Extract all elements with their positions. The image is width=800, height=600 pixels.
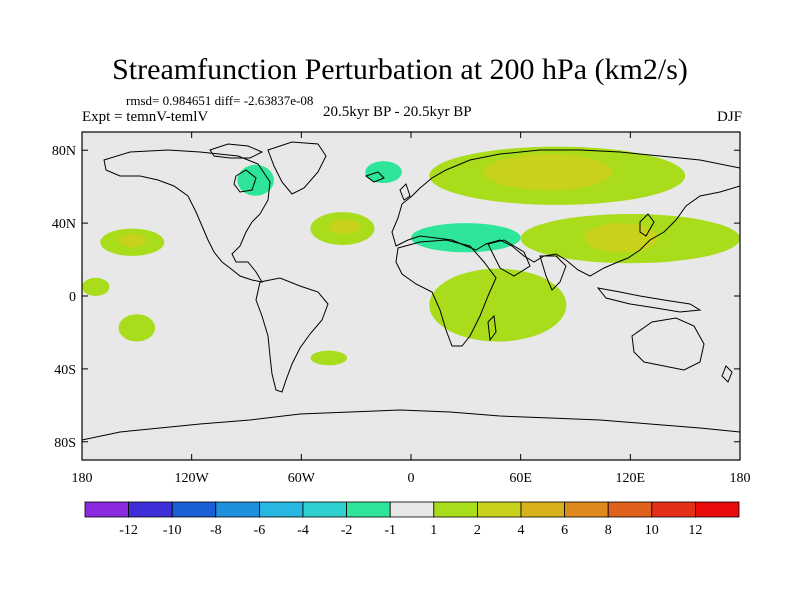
colorbar-label-0: -12 xyxy=(119,523,138,538)
coast-arabia xyxy=(487,239,531,277)
colorbar-swatch-2 xyxy=(171,501,217,518)
period-label: 20.5kyr BP - 20.5kyr BP xyxy=(323,104,472,120)
field-region-22 xyxy=(273,378,311,397)
y-axis: 80N 40N 0 40S 80S xyxy=(52,144,740,451)
coast-antarctica xyxy=(82,409,740,441)
field-region-27 xyxy=(82,195,101,214)
field-region-17 xyxy=(429,268,567,342)
colorbar-swatch-3 xyxy=(215,501,260,518)
colorbar: -12 -10 -8 -6 -4 -2 -1 1 2 4 6 8 10 12 xyxy=(84,501,740,538)
field-region-12 xyxy=(484,153,613,191)
colorbar-label-4: -4 xyxy=(297,523,309,538)
coast-south-america xyxy=(255,277,329,393)
x-tick-label-1: 120W xyxy=(175,471,210,486)
colorbar-swatch-11 xyxy=(564,501,609,518)
y-tick-label-2: 0 xyxy=(69,290,76,305)
colorbar-swatch-12 xyxy=(607,501,653,518)
colorbar-swatch-9 xyxy=(476,501,522,518)
coast-hudson-bay xyxy=(233,169,257,193)
colorbar-swatch-7 xyxy=(389,501,435,518)
x-tick-label-0: 180 xyxy=(72,471,93,486)
colorbar-swatch-8 xyxy=(433,501,478,518)
colorbar-swatch-5 xyxy=(302,501,347,518)
field-region-1 xyxy=(136,146,284,224)
colorbar-label-6: -1 xyxy=(384,523,396,538)
field-region-19 xyxy=(82,277,110,296)
colorbar-label-10: 6 xyxy=(561,523,568,538)
colorbar-swatch-4 xyxy=(258,501,304,518)
field-region-4 xyxy=(365,161,402,184)
colorbar-label-13: 12 xyxy=(688,523,702,538)
colorbar-label-1: -10 xyxy=(163,523,182,538)
colorbar-label-7: 1 xyxy=(430,523,437,538)
field-region-10 xyxy=(328,219,360,235)
colorbar-swatch-6 xyxy=(346,501,391,518)
coast-australia xyxy=(631,317,705,371)
x-tick-label-4: 60E xyxy=(509,471,532,486)
coastlines xyxy=(82,141,740,441)
colorbar-label-5: -2 xyxy=(341,523,353,538)
field-region-8 xyxy=(118,234,146,247)
colorbar-label-3: -6 xyxy=(254,523,266,538)
x-axis: 180 120W 60W 0 60E 120E 180 xyxy=(72,132,751,486)
field-region-20 xyxy=(593,296,722,360)
coast-india xyxy=(539,255,567,291)
colorbar-label-8: 2 xyxy=(474,523,481,538)
y-tick-label-3: 40S xyxy=(54,363,76,378)
field-region-25 xyxy=(721,423,740,446)
coast-japan xyxy=(639,213,655,237)
season-label: DJF xyxy=(716,109,742,125)
coast-arctic-islands xyxy=(209,143,264,159)
x-tick-label-2: 60W xyxy=(288,471,316,486)
coast-uk xyxy=(399,183,411,201)
colorbar-swatch-1 xyxy=(128,501,173,518)
coast-africa xyxy=(395,239,497,347)
field-region-26 xyxy=(538,368,576,397)
field-region-16 xyxy=(584,223,658,253)
colorbar-swatch-13 xyxy=(651,501,696,518)
field-region-18 xyxy=(118,314,156,342)
field-region-24 xyxy=(82,419,119,446)
colorbar-swatch-0 xyxy=(84,501,129,518)
stats-label: rmsd= 0.984651 diff= -2.63837e-08 xyxy=(126,93,314,108)
colorbar-label-12: 10 xyxy=(645,523,659,538)
colorbar-swatch-14 xyxy=(695,501,740,518)
field-region-5 xyxy=(209,223,284,300)
coast-greenland xyxy=(267,141,327,195)
colorbar-label-2: -8 xyxy=(210,523,222,538)
coast-eurasia xyxy=(391,149,740,277)
coast-new-zealand xyxy=(721,365,733,383)
coast-madagascar xyxy=(487,314,497,342)
coast-indonesia xyxy=(596,287,702,313)
field-region-23 xyxy=(310,350,348,366)
field-layer xyxy=(82,146,740,446)
field-region-14 xyxy=(411,223,521,253)
field-region-21 xyxy=(666,359,713,397)
experiment-label: Expt = temnV-temlV xyxy=(82,109,209,125)
chart-title: Streamfunction Perturbation at 200 hPa (… xyxy=(112,53,688,86)
x-tick-label-3: 0 xyxy=(408,471,415,486)
y-tick-label-0: 80N xyxy=(52,144,76,159)
y-tick-label-4: 80S xyxy=(54,436,76,451)
y-tick-label-1: 40N xyxy=(52,217,76,232)
coast-north-america xyxy=(103,149,271,283)
x-tick-label-6: 180 xyxy=(730,471,751,486)
colorbar-swatch-10 xyxy=(520,501,565,518)
colorbar-label-11: 8 xyxy=(605,523,612,538)
colorbar-label-9: 4 xyxy=(518,523,525,538)
x-tick-label-5: 120E xyxy=(616,471,646,486)
coast-iceland xyxy=(364,171,385,183)
